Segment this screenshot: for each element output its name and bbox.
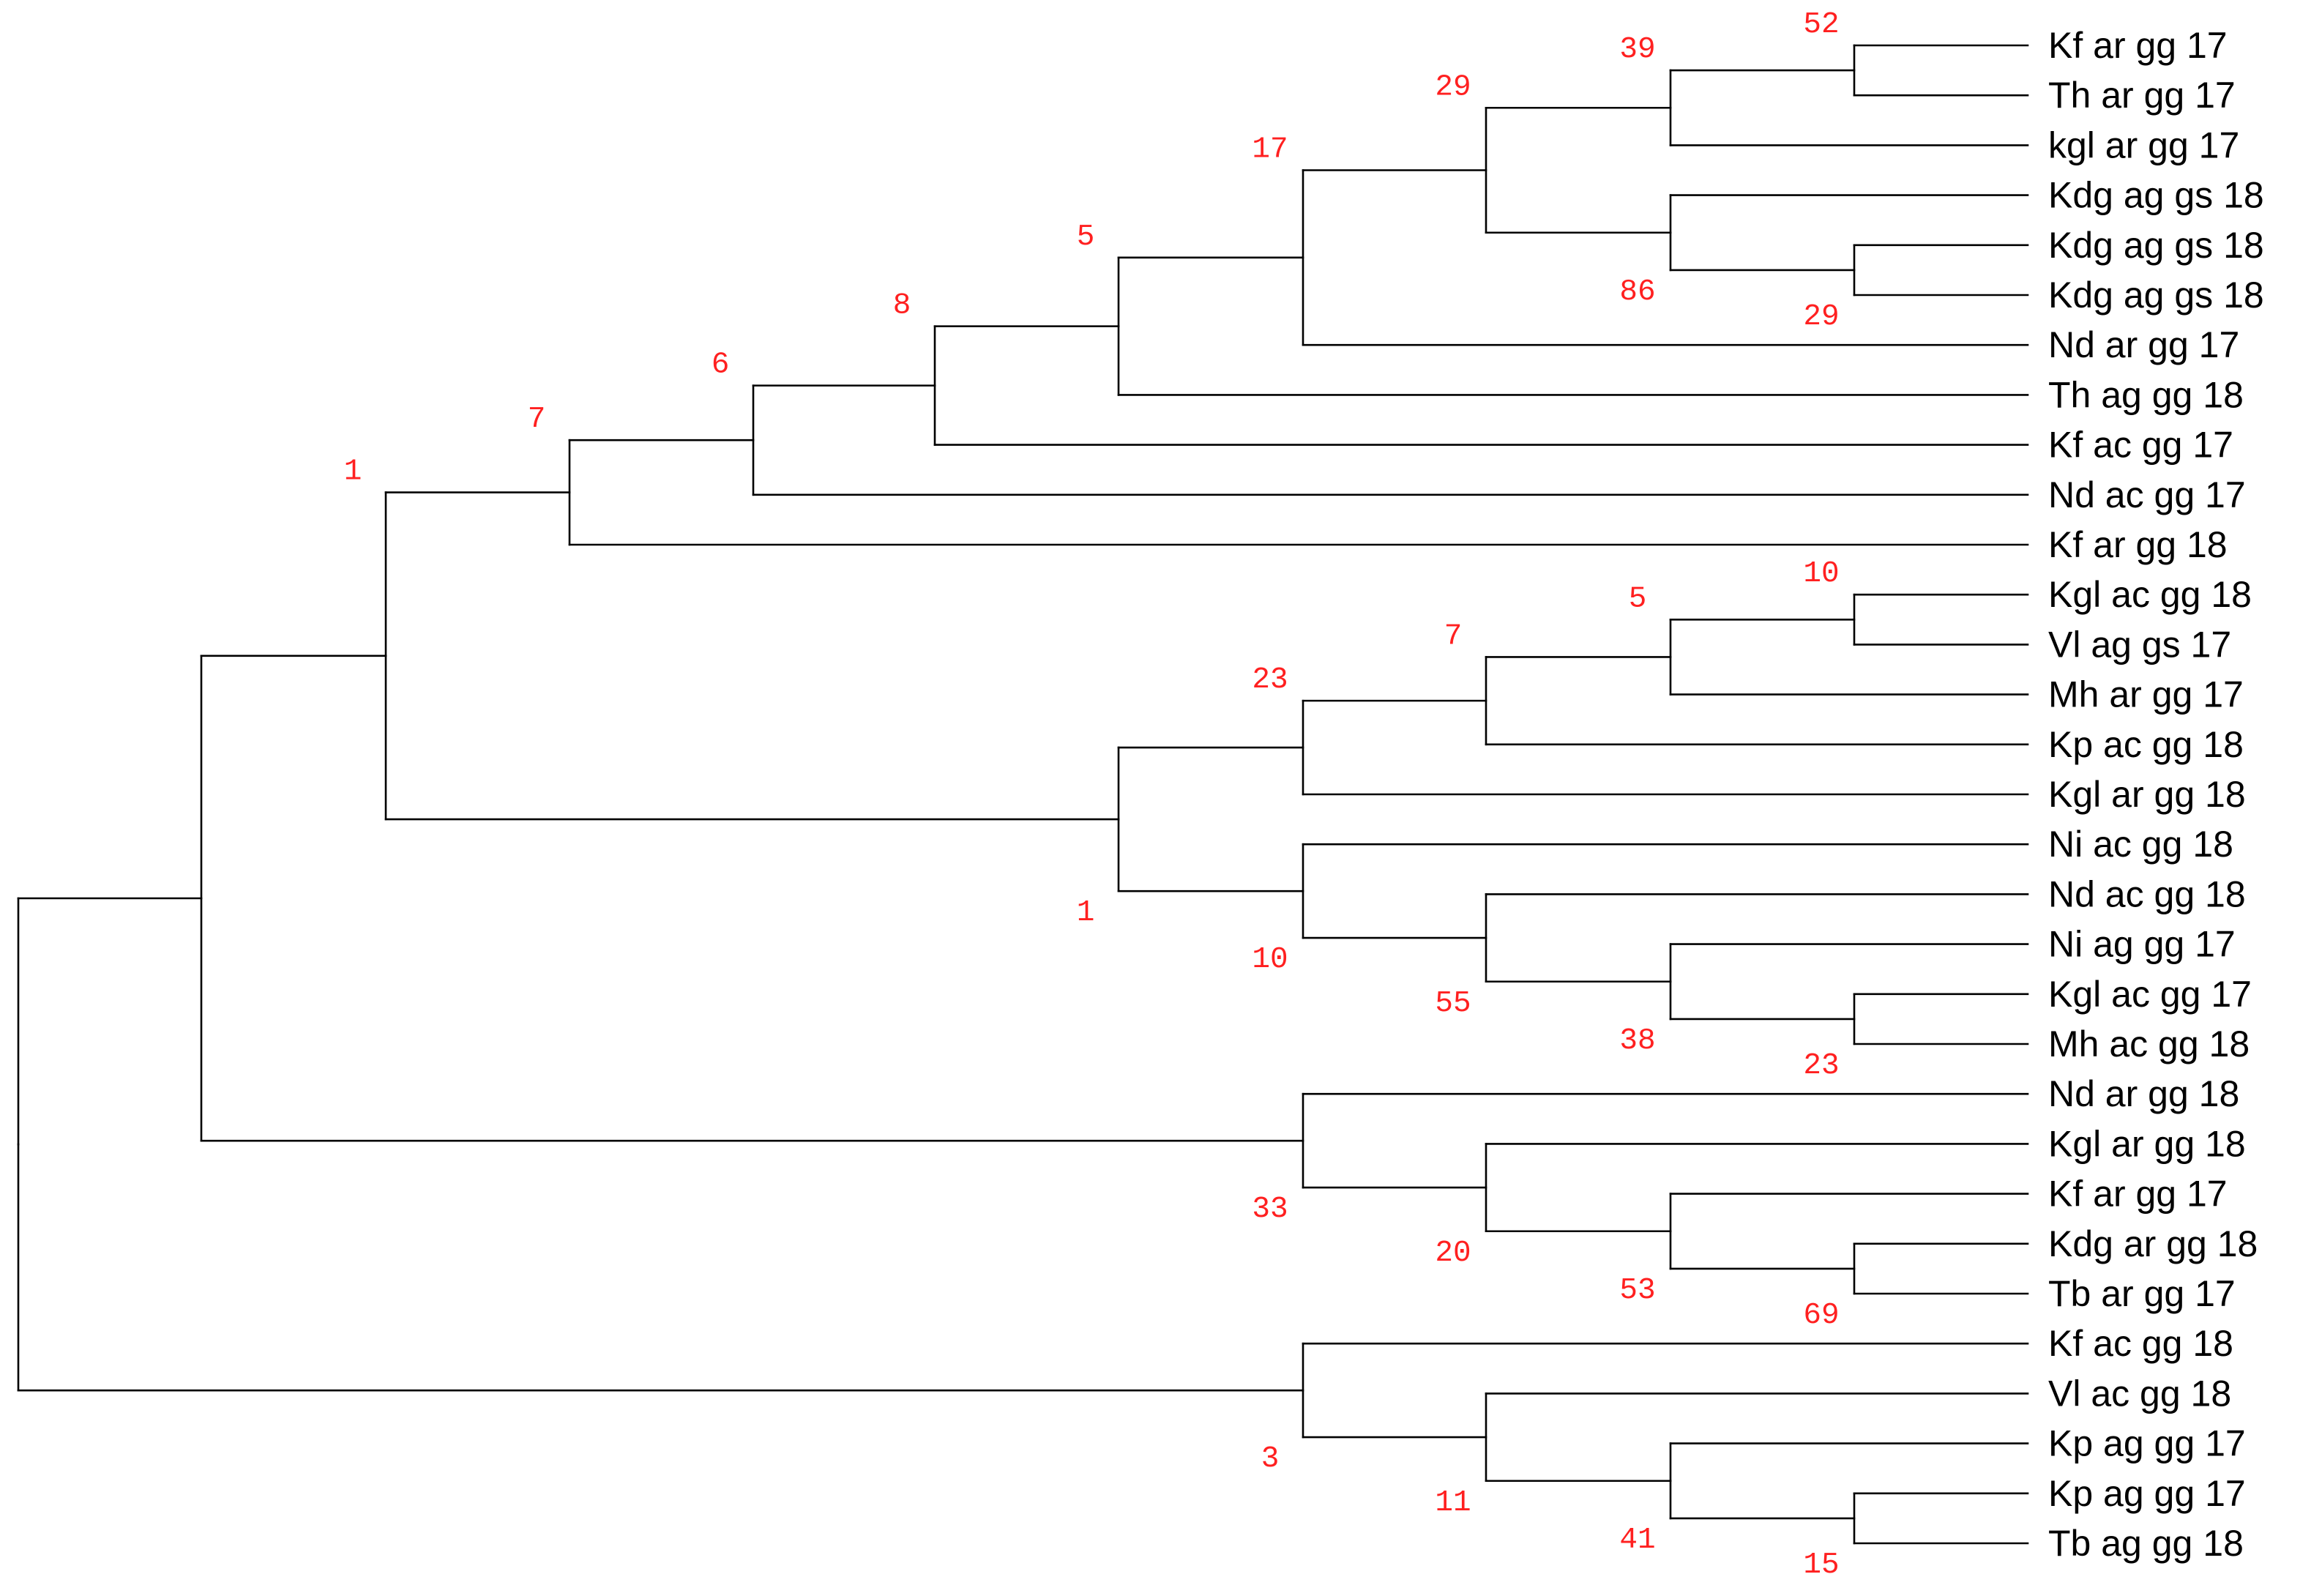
branch-lines [17,44,2029,1545]
support-value-n55: 55 [1435,987,1471,1021]
support-value-n5b: 5 [1629,582,1647,616]
support-value-n29a: 29 [1435,70,1471,104]
leaf-label: Nd ar gg 18 [2048,1073,2239,1114]
support-value-n6: 6 [712,348,730,382]
support-value-n69: 69 [1803,1299,1839,1332]
leaf-label: Ni ag gg 17 [2048,924,2236,965]
support-value-n7a: 7 [528,403,546,436]
support-value-n11: 11 [1435,1486,1471,1520]
leaf-label: Vl ag gs 17 [2048,624,2231,665]
support-value-n52: 52 [1803,8,1839,42]
support-value-n17: 17 [1252,133,1288,167]
leaf-label: Ni ac gg 18 [2048,824,2233,865]
leaf-label: Mh ac gg 18 [2048,1023,2250,1064]
support-value-n7b: 7 [1444,619,1463,653]
support-value-n20: 20 [1435,1237,1471,1270]
support-value-n1a: 1 [344,455,362,489]
support-value-n1b: 1 [1077,896,1095,930]
leaf-label: kgl ar gg 17 [2048,124,2239,165]
leaf-label: Kgl ar gg 18 [2048,774,2246,815]
support-value-n23a: 23 [1252,663,1288,697]
leaf-label: Kf ar gg 17 [2048,1174,2228,1215]
leaf-label: Kgl ac gg 17 [2048,974,2252,1015]
leaf-label: Tb ag gg 18 [2048,1523,2244,1564]
leaf-label: Kp ac gg 18 [2048,724,2244,765]
leaf-label: Th ag gg 18 [2048,374,2244,415]
leaf-label: Th ar gg 17 [2048,75,2236,116]
leaf-label: Kf ar gg 17 [2048,25,2228,66]
support-value-n8: 8 [893,289,911,323]
support-value-n23b: 23 [1803,1049,1839,1083]
leaf-labels: Kf ar gg 17 Th ar gg 17 kgl ar gg 17 Kdg ag… [2048,25,2264,1564]
leaf-label: Tb ar gg 17 [2048,1273,2236,1314]
support-value-n38: 38 [1619,1024,1655,1058]
leaf-label: Mh ar gg 17 [2048,674,2244,715]
leaf-label: Kf ac gg 17 [2048,425,2233,466]
leaf-label: Kf ac gg 18 [2048,1323,2233,1364]
leaf-label: Kdg ag gs 18 [2048,275,2264,316]
leaf-label: Nd ar gg 17 [2048,324,2239,365]
support-value-n10a: 10 [1803,557,1839,591]
support-value-n3: 3 [1261,1442,1280,1476]
leaf-label: Kp ag gg 17 [2048,1473,2246,1514]
support-value-n41: 41 [1619,1524,1655,1557]
leaf-label: Kgl ar gg 18 [2048,1123,2246,1164]
support-value-n86: 86 [1619,275,1655,309]
leaf-label: Kgl ac gg 18 [2048,574,2252,615]
support-value-n39: 39 [1619,33,1655,67]
leaf-label: Kdg ag gs 18 [2048,175,2264,216]
support-value-n29b: 29 [1803,300,1839,334]
support-value-n53: 53 [1619,1274,1655,1308]
leaf-label: Vl ac gg 18 [2048,1373,2231,1414]
leaf-label: Kf ar gg 18 [2048,524,2228,565]
leaf-label: Kdg ag gs 18 [2048,225,2264,266]
support-value-n33: 33 [1252,1193,1288,1226]
support-value-n10b: 10 [1252,943,1288,977]
support-value-n15: 15 [1803,1548,1839,1582]
support-value-n5a: 5 [1077,220,1095,254]
leaf-label: Kp ag gg 17 [2048,1423,2246,1464]
support-labels: 5239298629175867105723233855101169532033… [344,8,1840,1582]
leaf-label: Kdg ar gg 18 [2048,1223,2258,1264]
leaf-label: Nd ac gg 18 [2048,873,2246,914]
leaf-label: Nd ac gg 17 [2048,474,2246,515]
